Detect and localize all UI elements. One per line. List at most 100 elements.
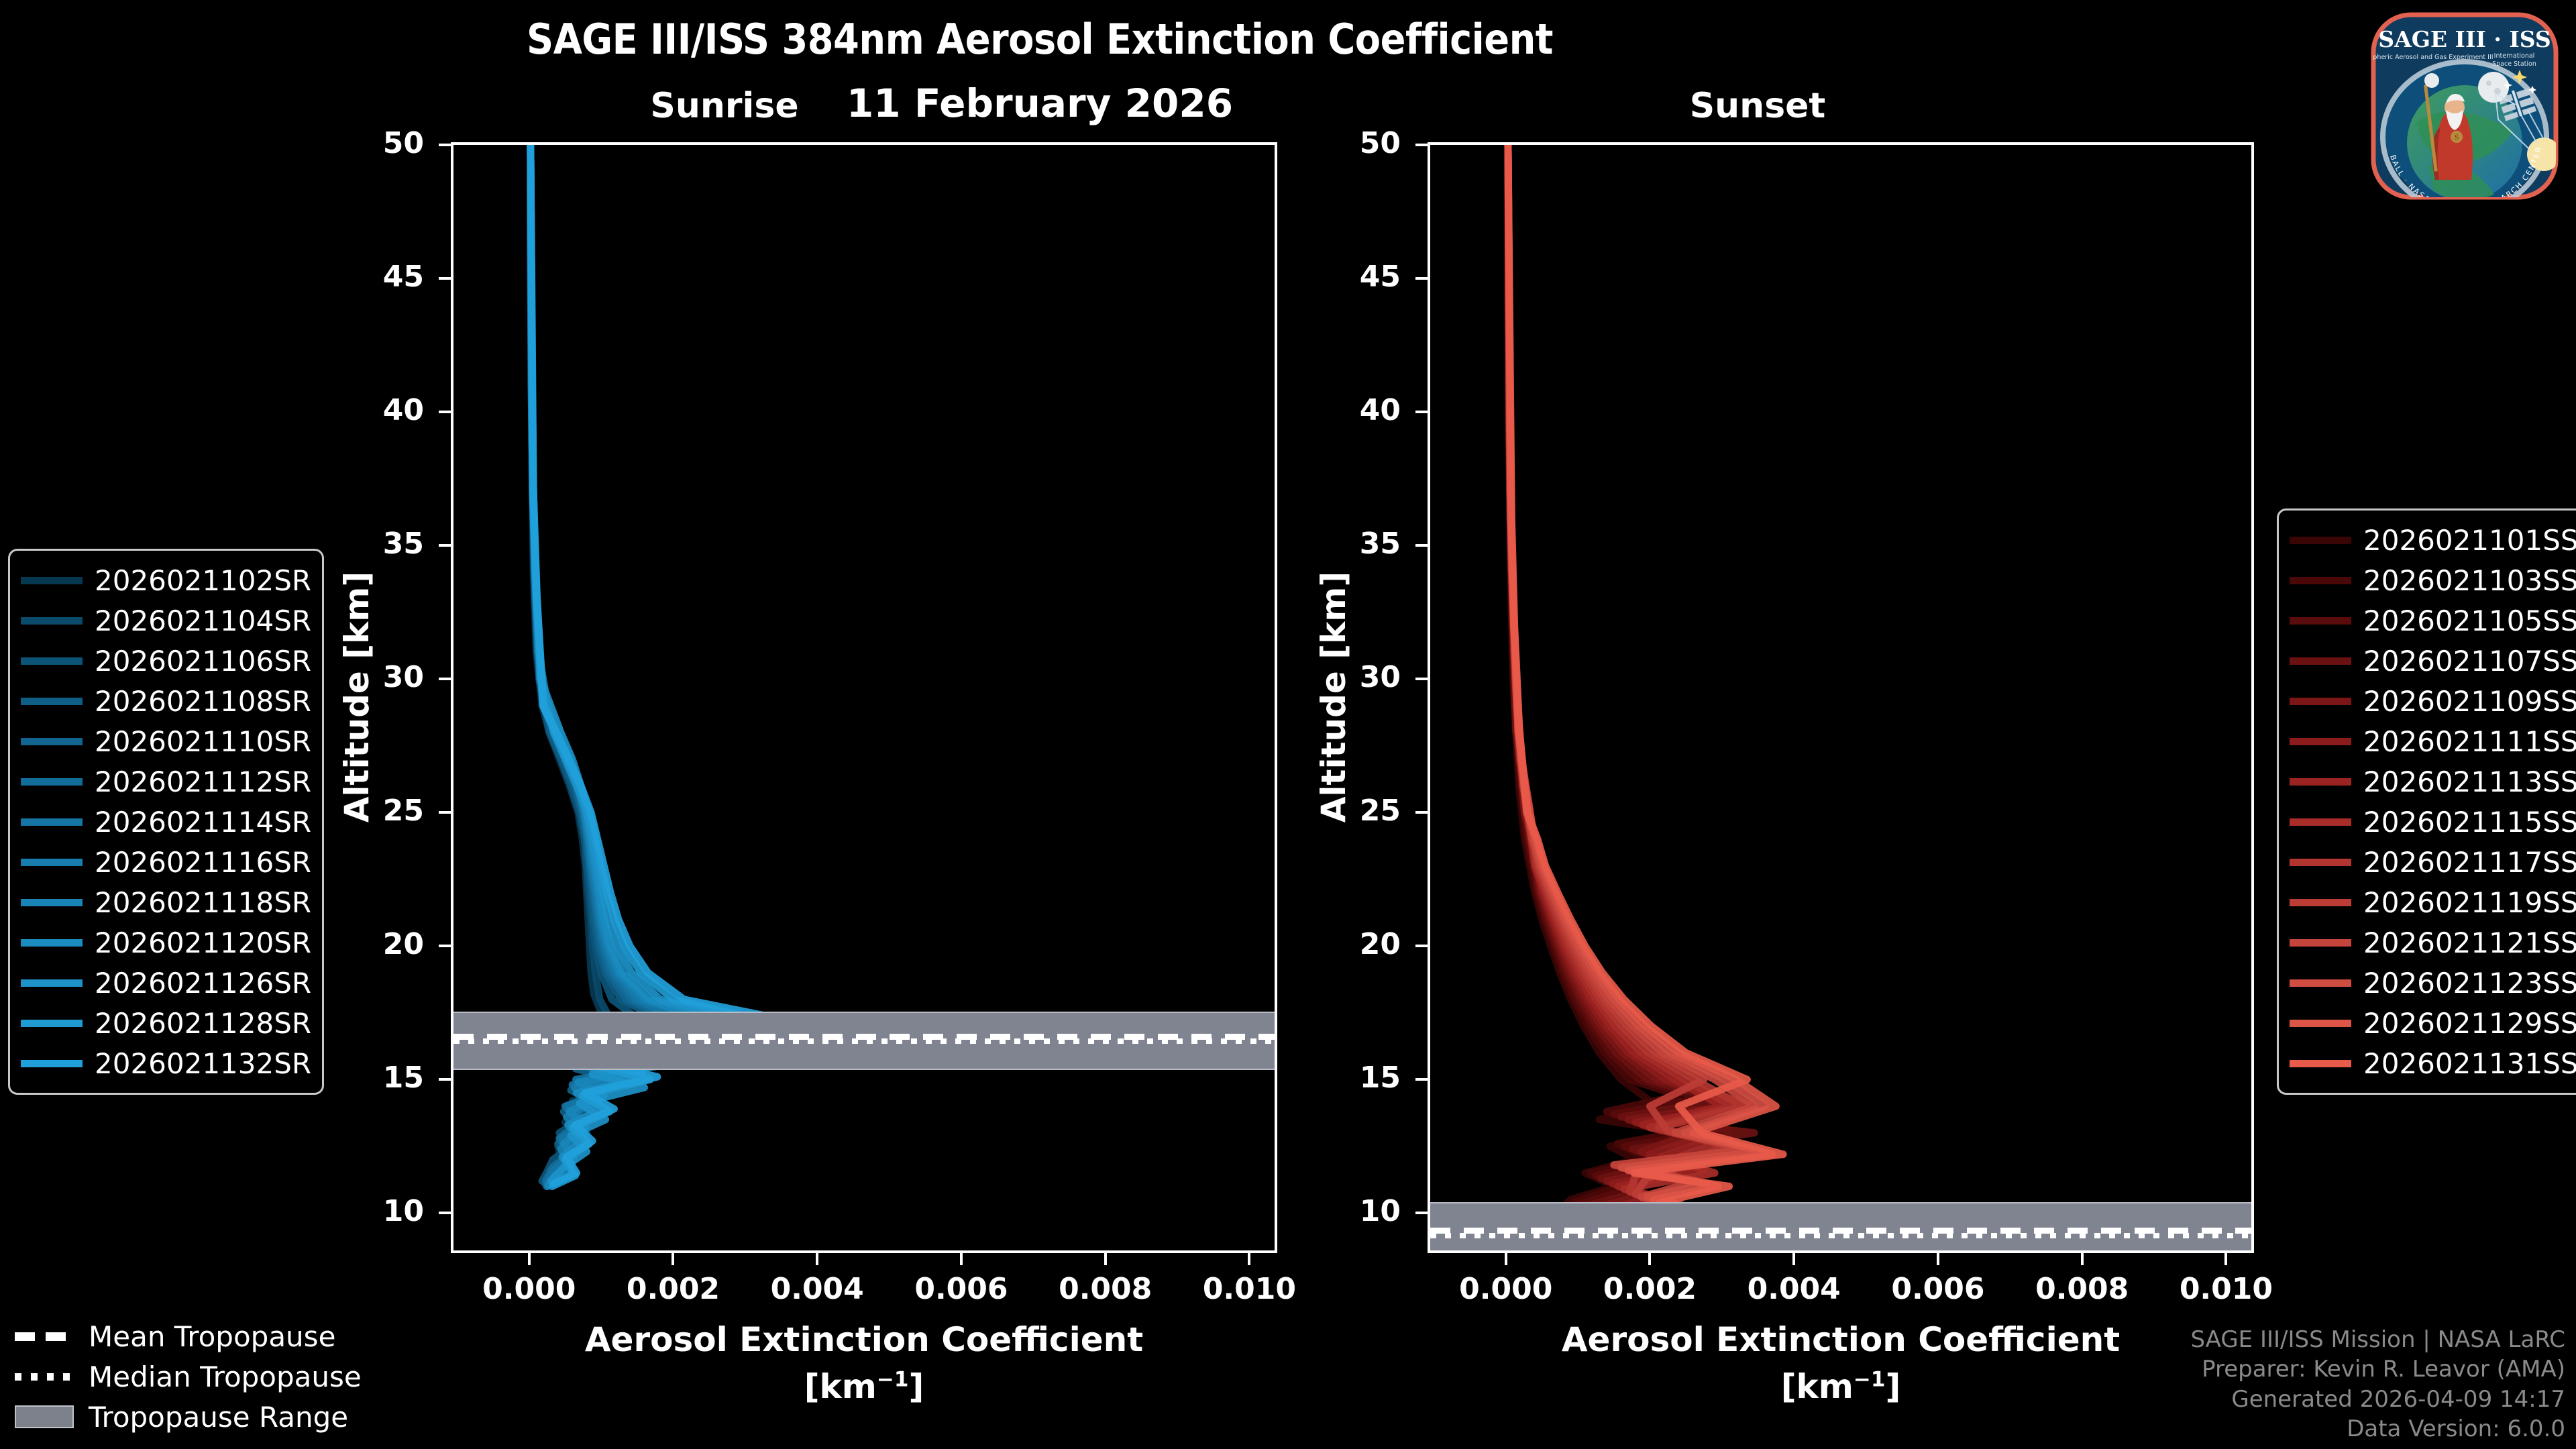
y-tick-label: 10 — [1359, 1194, 1401, 1229]
y-tick-mark — [1415, 1078, 1428, 1081]
x-tick-label: 0.002 — [1603, 1272, 1697, 1306]
legend-color-swatch — [21, 576, 83, 584]
legend-item-label: 2026021126SR — [95, 966, 312, 1000]
legend-item-label: 2026021131SS — [2363, 1046, 2576, 1080]
legend-item-label: 2026021101SS — [2363, 523, 2576, 557]
legend-color-swatch — [21, 858, 83, 866]
legend-item[interactable]: 2026021110SR — [21, 721, 311, 761]
logo-subtitle-left: Stratospheric Aerosol and Gas Experiment… — [2364, 54, 2493, 61]
legend-color-swatch — [21, 657, 83, 665]
legend-item[interactable]: 2026021114SR — [21, 802, 311, 842]
date-subtitle: 11 February 2026 — [846, 80, 1234, 126]
legend-item[interactable]: 2026021113SS — [2290, 761, 2576, 802]
x-tick-mark — [1248, 1253, 1251, 1265]
legend-item-label: 2026021102SR — [95, 564, 312, 597]
legend-color-swatch — [2290, 818, 2351, 826]
legend-item[interactable]: 2026021104SR — [21, 600, 311, 641]
legend-item[interactable]: 2026021102SR — [21, 560, 311, 600]
legend-item[interactable]: 2026021117SS — [2290, 842, 2576, 882]
y-tick-mark — [1415, 544, 1428, 547]
legend-color-swatch — [21, 818, 83, 826]
legend-color-swatch — [2290, 777, 2351, 786]
legend-item-label: 2026021132SR — [95, 1046, 312, 1080]
x-tick-mark — [1648, 1253, 1652, 1265]
x-axis-title: Aerosol Extinction Coefficient — [584, 1320, 1144, 1359]
legend-item[interactable]: 2026021118SR — [21, 882, 311, 922]
legend-item[interactable]: 2026021129SS — [2290, 1003, 2576, 1043]
median-tropopause-dotted-line — [15, 1373, 74, 1381]
legend-item[interactable]: 2026021128SR — [21, 1003, 311, 1043]
profile-curves-sunrise — [527, 145, 821, 1190]
x-tick-label: 0.006 — [1891, 1272, 1985, 1306]
y-tick-label: 35 — [382, 527, 424, 561]
legend-item[interactable]: 2026021121SS — [2290, 922, 2576, 963]
y-tick-mark — [1415, 277, 1428, 280]
panel-title-sunrise: Sunrise — [650, 86, 799, 126]
legend-color-swatch — [21, 1059, 83, 1067]
legend-item-label: 2026021108SR — [95, 684, 312, 718]
x-axis-label-sunset: Aerosol Extinction Coefficient [km−1] — [1428, 1320, 2254, 1406]
x-tick-label: 0.008 — [2035, 1272, 2129, 1306]
legend-item[interactable]: 2026021132SR — [21, 1043, 311, 1083]
legend-item[interactable]: 2026021123SS — [2290, 963, 2576, 1003]
legend-item-label: 2026021106SR — [95, 644, 312, 678]
legend-item-label: 2026021116SR — [95, 845, 312, 879]
legend-item[interactable]: 2026021108SR — [21, 681, 311, 721]
legend-item[interactable]: 2026021101SS — [2290, 520, 2576, 560]
legend-sunrise-series[interactable]: 2026021102SR 2026021104SR 2026021106SR 2026… — [8, 549, 325, 1095]
tropopause-legend-label: Tropopause Range — [89, 1400, 349, 1434]
y-tick-mark — [439, 411, 451, 414]
legend-item[interactable]: 2026021105SS — [2290, 600, 2576, 641]
footer-attribution: SAGE III/ISS Mission | NASA LaRC Prepare… — [2190, 1325, 2565, 1444]
y-tick-label: 50 — [382, 126, 424, 160]
plot-area-sunset — [1428, 142, 2254, 1253]
y-tick-mark — [439, 811, 451, 814]
legend-item[interactable]: 2026021119SS — [2290, 882, 2576, 922]
tropopause-legend-label: Mean Tropopause — [89, 1320, 336, 1353]
legend-item-label: 2026021129SS — [2363, 1006, 2576, 1040]
y-tick-mark — [439, 277, 451, 280]
y-tick-mark — [439, 945, 451, 948]
legend-item[interactable]: 2026021131SS — [2290, 1043, 2576, 1083]
tropopause-range-band — [1430, 1201, 2251, 1250]
legend-item-label: 2026021120SR — [95, 926, 312, 959]
y-tick-mark — [439, 144, 451, 146]
legend-item-label: 2026021121SS — [2363, 926, 2576, 959]
legend-sunset-series[interactable]: 2026021101SS 2026021103SS 2026021105SS 2026… — [2277, 508, 2576, 1095]
legend-item[interactable]: 2026021112SR — [21, 761, 311, 802]
x-tick-label: 0.000 — [482, 1272, 576, 1306]
legend-item-label: 2026021105SS — [2363, 604, 2576, 637]
legend-item[interactable]: 2026021103SS — [2290, 560, 2576, 600]
legend-item[interactable]: 2026021116SR — [21, 842, 311, 882]
legend-item[interactable]: 2026021111SS — [2290, 721, 2576, 761]
x-tick-label: 0.004 — [1747, 1272, 1841, 1306]
y-tick-label: 45 — [1359, 260, 1401, 294]
legend-item-label: 2026021112SR — [95, 765, 312, 798]
legend-item[interactable]: 2026021107SS — [2290, 641, 2576, 681]
legend-item[interactable]: 2026021126SR — [21, 963, 311, 1003]
y-tick-label: 20 — [1359, 927, 1401, 962]
y-tick-label: 20 — [382, 927, 424, 962]
x-tick-label: 0.000 — [1459, 1272, 1553, 1306]
legend-item[interactable]: 2026021120SR — [21, 922, 311, 963]
legend-item-label: 2026021107SS — [2363, 644, 2576, 678]
x-tick-mark — [527, 1253, 531, 1265]
y-tick-label: 50 — [1359, 126, 1401, 160]
legend-item[interactable]: 2026021115SS — [2290, 802, 2576, 842]
legend-color-swatch — [2290, 657, 2351, 665]
legend-color-swatch — [2290, 536, 2351, 544]
profile-line — [527, 145, 821, 1187]
y-tick-label: 45 — [382, 260, 424, 294]
y-tick-label: 15 — [382, 1061, 424, 1095]
legend-color-swatch — [2290, 979, 2351, 987]
legend-item[interactable]: 2026021109SS — [2290, 681, 2576, 721]
x-tick-label: 0.010 — [2179, 1272, 2273, 1306]
y-axis-label-sunrise: Altitude [km] — [337, 571, 376, 823]
svg-text:S: S — [2455, 134, 2459, 142]
y-tick-label: 25 — [382, 794, 424, 828]
y-tick-mark — [1415, 678, 1428, 681]
legend-item[interactable]: 2026021106SR — [21, 641, 311, 681]
y-tick-label: 30 — [1359, 660, 1401, 695]
legend-item-label: 2026021111SS — [2363, 724, 2576, 758]
y-tick-mark — [1415, 411, 1428, 414]
